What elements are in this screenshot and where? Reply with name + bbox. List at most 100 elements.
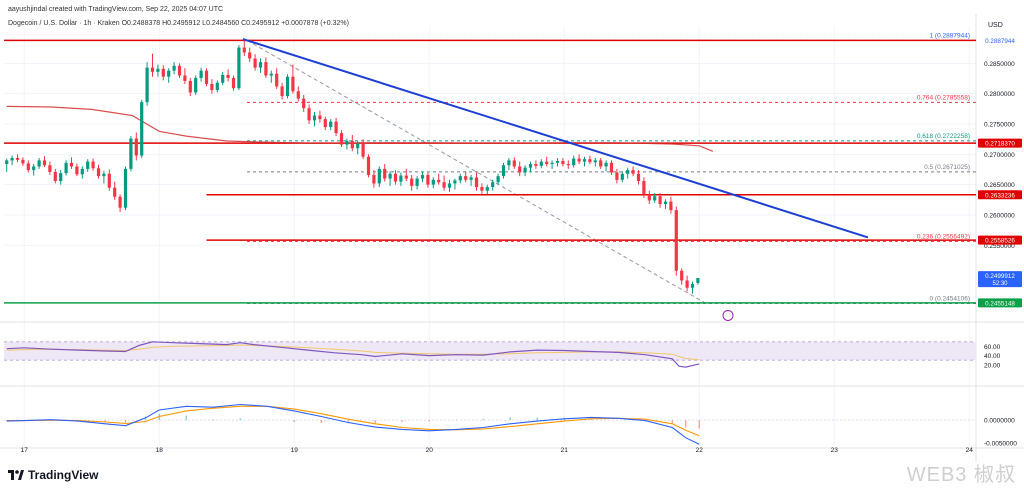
- price-tag-label: 0.2887944: [985, 38, 1015, 45]
- price-tag-bg: [978, 190, 1022, 200]
- candle-body: [280, 86, 284, 97]
- candle-body: [582, 159, 587, 162]
- price-tag-label: 0.2558526: [985, 238, 1015, 245]
- price-tick-label: 0.2600000: [984, 212, 1015, 219]
- time-tick-label: 18: [156, 447, 164, 454]
- macd-line: [6, 403, 700, 445]
- candle-body: [685, 280, 689, 288]
- candle-body: [5, 160, 9, 165]
- candle-body: [32, 166, 36, 171]
- candle-body: [291, 76, 295, 92]
- candle-body: [21, 159, 25, 164]
- moving-average: [6, 105, 714, 152]
- trendline-group[interactable]: [242, 38, 869, 239]
- time-tick-label: 21: [561, 447, 569, 454]
- candle-body: [620, 173, 624, 180]
- candle-body: [91, 161, 95, 169]
- time-tick-label: 22: [696, 447, 704, 454]
- candle-body: [226, 74, 230, 78]
- candle-body: [140, 102, 144, 156]
- candle-body: [248, 52, 252, 59]
- candle-body: [86, 161, 90, 169]
- candle-body: [307, 108, 311, 121]
- candle-body: [350, 140, 354, 149]
- candle-body: [366, 156, 371, 175]
- candle-body: [437, 179, 441, 183]
- candle-body: [48, 165, 52, 172]
- candle-body: [426, 174, 430, 185]
- candle-body: [539, 161, 543, 166]
- rsi-line: [6, 341, 700, 368]
- candle-body: [53, 171, 57, 182]
- time-axis: 17 18 19 20 21 22 23 24: [21, 447, 974, 454]
- candle-body: [545, 161, 549, 165]
- price-tag-label: 0.2499912: [985, 273, 1015, 280]
- candle-body: [145, 67, 149, 103]
- candle-body: [26, 163, 30, 171]
- candle-body: [339, 133, 344, 145]
- candle-body: [42, 160, 47, 166]
- horizontal-levels[interactable]: [4, 39, 976, 304]
- candle-body: [329, 121, 333, 128]
- rsi-pane: [4, 341, 976, 368]
- candle-body: [80, 168, 84, 175]
- price-tag-bg: [978, 35, 1022, 45]
- candle-body: [183, 75, 187, 81]
- symbol-legend: Dogecoin / U.S. Dollar · 1h · Kraken O0.…: [8, 20, 349, 27]
- candle-body: [534, 164, 538, 166]
- candle-body: [550, 162, 554, 165]
- price-tick-label: 0.2750000: [984, 122, 1015, 129]
- candle-body: [383, 168, 387, 179]
- fib-level-label: 0.764 (0.2785558): [917, 94, 970, 101]
- candle-body: [242, 47, 246, 53]
- candle-body: [528, 164, 533, 168]
- candle-body: [134, 138, 138, 156]
- candle-body: [258, 62, 263, 68]
- candle-body: [221, 74, 225, 83]
- candle-body: [469, 177, 473, 180]
- candle-body: [210, 83, 214, 91]
- candle-body: [161, 68, 165, 77]
- candle-body: [237, 47, 241, 89]
- fib-level-label: 1 (0.2887944): [930, 32, 970, 39]
- price-tag-bg: [978, 298, 1022, 308]
- moving-average-line: [6, 105, 714, 152]
- candle-body: [69, 162, 74, 167]
- candle-body: [194, 77, 198, 93]
- candle-body: [442, 182, 446, 188]
- candle-body: [199, 70, 203, 78]
- candle-body: [188, 80, 192, 93]
- candle-body: [415, 178, 419, 186]
- candle-body: [323, 119, 327, 128]
- tradingview-logo-text: TradingView: [28, 468, 99, 482]
- fib-level-label: 0.236 (0.2556492): [917, 233, 970, 240]
- candle-body: [626, 170, 630, 174]
- candle-body: [431, 179, 435, 185]
- pane-separators: [0, 14, 1024, 462]
- candle-body: [453, 180, 457, 184]
- creator-line: aayushjindal created with TradingView.co…: [8, 6, 224, 13]
- candle-body: [102, 173, 106, 177]
- price-tag-bg: [978, 271, 1022, 288]
- candle-body: [285, 76, 290, 97]
- candle-body: [555, 160, 560, 163]
- price-tag-label: 0.2633236: [985, 192, 1015, 199]
- candle-body: [658, 196, 662, 205]
- candle-body: [123, 168, 128, 208]
- candle-body: [96, 168, 101, 177]
- rsi-tick-label: 60.00: [984, 344, 1001, 351]
- candle-body: [593, 160, 597, 163]
- macd-signal-line: [6, 405, 700, 437]
- price-tick-label: 0.2800000: [984, 91, 1015, 98]
- macd-tick-label: 0.0000000: [984, 418, 1015, 425]
- candle-body: [447, 183, 452, 188]
- candle-body: [496, 176, 500, 183]
- candle-body: [318, 115, 322, 120]
- candle-body: [361, 143, 365, 157]
- macd-tick-label: -0.0050000: [984, 441, 1017, 448]
- rsi-band: [4, 341, 976, 361]
- candle-body: [64, 162, 68, 174]
- candle-body: [75, 166, 79, 175]
- tradingview-logo[interactable]: TradingView: [8, 468, 98, 482]
